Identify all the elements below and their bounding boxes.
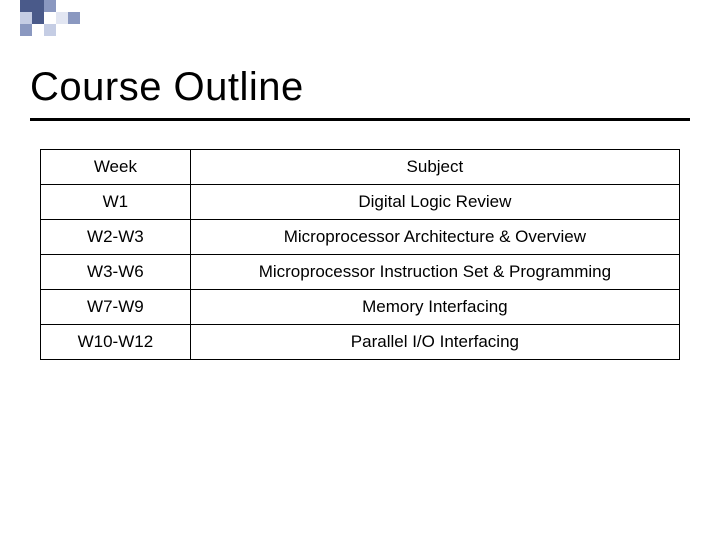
- cell-subject: Memory Interfacing: [190, 290, 679, 325]
- cell-subject: Digital Logic Review: [190, 185, 679, 220]
- page-title: Course Outline: [30, 65, 690, 121]
- cell-week: W10-W12: [41, 325, 191, 360]
- course-outline-table: Week Subject W1 Digital Logic Review W2-…: [40, 149, 680, 360]
- cell-week: W1: [41, 185, 191, 220]
- col-header-week: Week: [41, 150, 191, 185]
- corner-decoration: [20, 0, 120, 36]
- cell-subject: Parallel I/O Interfacing: [190, 325, 679, 360]
- cell-week: W2-W3: [41, 220, 191, 255]
- cell-subject: Microprocessor Instruction Set & Program…: [190, 255, 679, 290]
- cell-week: W7-W9: [41, 290, 191, 325]
- table-row: W7-W9 Memory Interfacing: [41, 290, 680, 325]
- cell-week: W3-W6: [41, 255, 191, 290]
- table-row: W2-W3 Microprocessor Architecture & Over…: [41, 220, 680, 255]
- col-header-subject: Subject: [190, 150, 679, 185]
- cell-subject: Microprocessor Architecture & Overview: [190, 220, 679, 255]
- table-row: W1 Digital Logic Review: [41, 185, 680, 220]
- table-header-row: Week Subject: [41, 150, 680, 185]
- table-row: W10-W12 Parallel I/O Interfacing: [41, 325, 680, 360]
- table-row: W3-W6 Microprocessor Instruction Set & P…: [41, 255, 680, 290]
- slide-content: Course Outline Week Subject W1 Digital L…: [0, 0, 720, 360]
